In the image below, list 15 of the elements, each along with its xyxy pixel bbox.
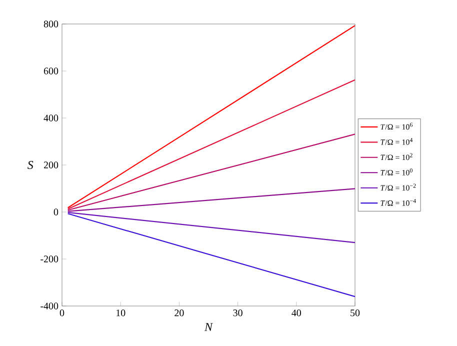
x-tick-label: 20	[174, 310, 184, 316]
y-axis-title: S	[28, 160, 34, 170]
x-tick-label: 30	[233, 310, 242, 316]
y-tick-label: 0	[54, 208, 58, 216]
x-axis-title: N	[204, 323, 214, 331]
y-tick-label: -200	[40, 256, 58, 262]
x-tick-label: 50	[350, 310, 360, 316]
y-tick-label: -400	[40, 302, 58, 310]
y-tick-label: 600	[44, 68, 58, 74]
x-tick-label: 10	[116, 310, 126, 316]
y-tick-label: 200	[44, 162, 58, 168]
y-tick-label: 400	[44, 114, 58, 122]
y-tick-label: 800	[44, 20, 58, 28]
x-tick-label: 0	[60, 310, 64, 316]
x-tick-label: 40	[292, 310, 302, 316]
